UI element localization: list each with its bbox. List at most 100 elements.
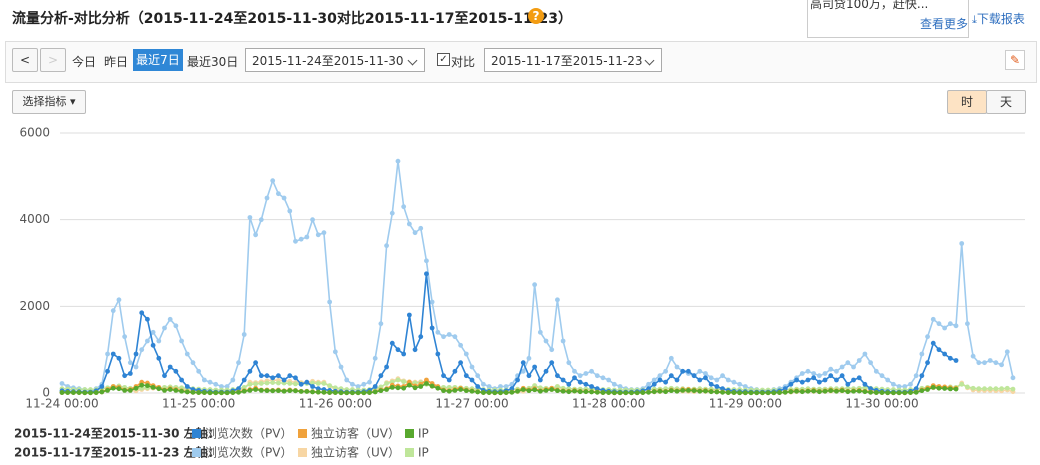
data-point — [406, 382, 412, 388]
data-point — [873, 390, 879, 395]
today-button[interactable]: 今日 — [72, 55, 97, 69]
data-point — [110, 308, 116, 314]
download-text[interactable]: 下载报表 — [976, 12, 1025, 26]
data-point — [401, 379, 407, 385]
download-link[interactable]: ⤓下载报表 — [972, 12, 1025, 26]
data-point — [856, 358, 862, 363]
data-point — [350, 390, 355, 396]
data-point — [378, 388, 384, 394]
legend-label: IP — [418, 427, 429, 441]
data-point — [384, 243, 389, 249]
last7-button[interactable]: 最近7日 — [133, 49, 183, 71]
data-point — [270, 178, 276, 184]
data-point — [105, 368, 110, 374]
data-point — [674, 377, 680, 383]
data-point — [936, 347, 942, 353]
data-point — [879, 373, 885, 379]
data-point — [646, 381, 651, 387]
data-point — [150, 384, 156, 390]
data-point — [253, 381, 259, 387]
data-point — [942, 386, 948, 391]
data-point — [611, 390, 617, 396]
data-point — [310, 389, 315, 395]
data-point — [828, 388, 834, 394]
data-point — [873, 368, 879, 374]
next-button[interactable]: > — [40, 48, 66, 72]
data-point — [184, 351, 190, 357]
data-point — [293, 388, 298, 394]
data-point — [993, 360, 999, 366]
compare-checkbox[interactable]: ✓ — [437, 53, 450, 66]
data-point — [532, 387, 538, 393]
data-point — [742, 390, 748, 396]
data-point — [919, 373, 925, 379]
y-tick-label: 0 — [42, 386, 50, 400]
data-point — [913, 373, 919, 379]
data-point — [976, 386, 982, 392]
metrics-label[interactable]: 选择指标 — [22, 95, 67, 108]
data-point — [668, 355, 674, 361]
data-point — [167, 387, 173, 392]
data-point — [401, 385, 407, 391]
data-point — [697, 388, 703, 394]
data-point — [395, 377, 401, 383]
data-point — [122, 373, 128, 379]
data-point — [765, 390, 771, 396]
pin-button[interactable]: ✎ — [1005, 50, 1025, 70]
last30-button[interactable]: 最近30日 — [187, 55, 239, 69]
data-point — [742, 384, 748, 389]
day-button[interactable]: 天 — [986, 90, 1026, 114]
data-point — [737, 381, 743, 387]
data-point — [651, 389, 657, 395]
more-link[interactable]: 查看更多 — [920, 17, 969, 31]
data-point — [389, 210, 395, 216]
data-point — [213, 381, 219, 387]
data-point — [207, 379, 213, 385]
data-point — [919, 388, 925, 394]
data-point — [275, 191, 281, 197]
data-point — [646, 386, 651, 392]
data-point — [480, 390, 486, 395]
data-point — [406, 221, 412, 227]
data-point — [446, 377, 452, 383]
data-point — [799, 371, 805, 376]
data-point — [959, 381, 965, 387]
metrics-button[interactable]: 选择指标 ▾ — [12, 90, 86, 114]
compare-label[interactable]: 对比 — [451, 55, 476, 69]
data-point — [703, 371, 708, 376]
data-point — [88, 390, 93, 396]
data-point — [236, 360, 241, 366]
data-point — [577, 373, 583, 379]
data-point — [435, 351, 441, 357]
hour-button[interactable]: 时 — [947, 90, 987, 114]
data-point — [293, 381, 298, 387]
data-point — [173, 368, 179, 374]
data-point — [822, 377, 828, 383]
data-point — [498, 384, 503, 389]
prev-button[interactable]: < — [12, 48, 38, 72]
data-point — [794, 388, 799, 394]
y-tick-label: 2000 — [19, 299, 50, 313]
data-point — [310, 380, 315, 386]
yesterday-button[interactable]: 昨日 — [104, 55, 129, 69]
data-point — [816, 389, 822, 395]
data-point — [247, 388, 253, 393]
data-point — [281, 377, 287, 383]
data-point — [424, 258, 429, 264]
data-point — [258, 373, 264, 379]
data-point — [987, 386, 993, 392]
data-point — [885, 377, 891, 383]
data-point — [703, 388, 708, 394]
promo-box: 高司贷100万，赶快... 查看更多 — [807, 0, 969, 38]
data-point — [287, 381, 293, 386]
compare-select[interactable]: 2015-11-17至2015-11-23 — [484, 48, 662, 72]
data-point — [737, 390, 743, 396]
help-icon[interactable]: ? — [528, 8, 544, 24]
data-point — [879, 390, 885, 395]
data-point — [219, 390, 224, 396]
data-point — [908, 381, 913, 387]
data-point — [663, 368, 669, 374]
data-point — [708, 375, 714, 381]
data-point — [378, 373, 384, 379]
range-select[interactable]: 2015-11-24至2015-11-30 — [245, 48, 425, 72]
